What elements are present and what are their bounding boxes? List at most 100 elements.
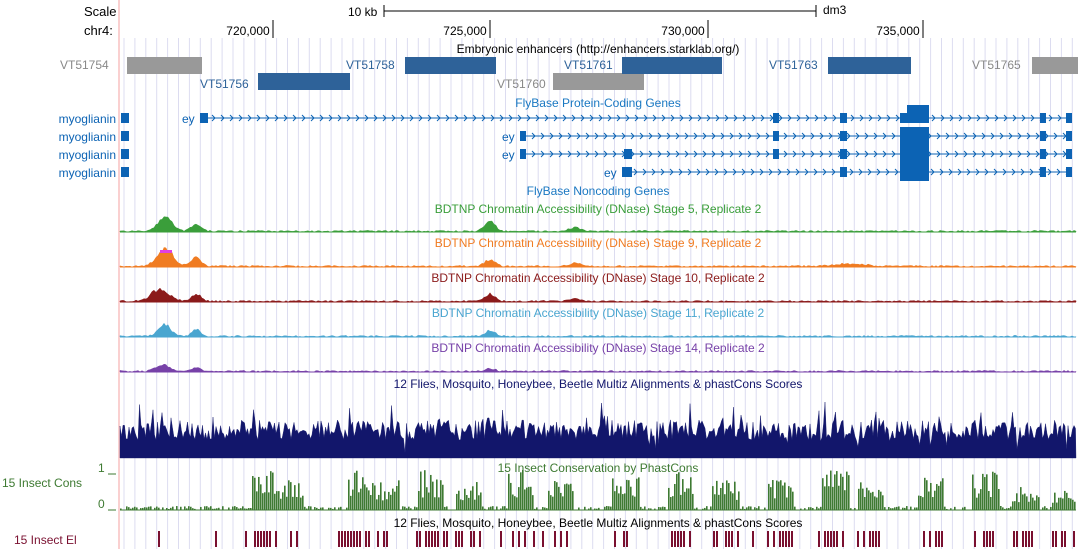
conserved-element [626, 531, 628, 547]
ruler-tick-730000: 730,000 [661, 24, 705, 38]
strand-arrow [801, 132, 806, 140]
gene-name-myoglianin-2[interactable]: myoglianin [58, 130, 116, 144]
gene-name-myoglianin-1[interactable]: myoglianin [58, 112, 116, 126]
strand-arrow [846, 150, 851, 158]
phastcons-bar [532, 495, 534, 510]
phastcons-bar [778, 481, 780, 510]
conserved-element [833, 531, 835, 547]
conserved-element [257, 531, 259, 547]
phastcons-bar [1018, 502, 1020, 510]
gene-name-myoglianin-4[interactable]: myoglianin [58, 166, 116, 180]
transcript-name-ey-4[interactable]: ey [604, 166, 617, 180]
phastcons-bar [378, 494, 380, 510]
ey-exon [520, 131, 526, 141]
phastcons-bar [916, 507, 918, 510]
phastcons-bar [740, 508, 742, 510]
dnase-stage14-title[interactable]: BDTNP Chromatin Accessibility (DNase) St… [431, 341, 765, 355]
phastcons-bar [428, 492, 430, 510]
phastcons-bar [166, 507, 168, 510]
dnase-stage11-title[interactable]: BDTNP Chromatin Accessibility (DNase) St… [431, 306, 765, 320]
strand-arrow [981, 132, 986, 140]
noncoding-track-title[interactable]: FlyBase Noncoding Genes [526, 184, 670, 198]
enhancer-label-vt51765[interactable]: VT51765 [972, 58, 1021, 72]
phastcons-bar [282, 492, 284, 510]
phastcons-side-label[interactable]: 15 Insect Cons [2, 476, 83, 490]
gene-name-myoglianin-3[interactable]: myoglianin [58, 148, 116, 162]
phastcons-bar [422, 497, 424, 510]
strand-arrow [1002, 168, 1007, 176]
transcript-name-ey-3[interactable]: ey [502, 148, 515, 162]
enhancer-label-vt51756[interactable]: VT51756 [200, 77, 249, 91]
myoglianin-exon [121, 167, 129, 177]
phastcons-bar [404, 506, 406, 510]
strand-arrow [549, 150, 554, 158]
phastcons-track-title[interactable]: 15 Insect Conservation by PhastCons [497, 461, 699, 475]
strand-arrow [939, 168, 944, 176]
strand-arrow [873, 150, 878, 158]
phastcons-bar [622, 494, 624, 510]
phastcons-bar [780, 480, 782, 510]
strand-arrow [589, 114, 594, 122]
phastcons-bar [322, 507, 324, 510]
genes-track-title[interactable]: FlyBase Protein-Coding Genes [515, 96, 681, 110]
multiz-track-title[interactable]: 12 Flies, Mosquito, Honeybee, Beetle Mul… [393, 377, 803, 391]
strand-arrow [706, 114, 711, 122]
strand-arrow [427, 114, 432, 122]
strand-arrow [540, 150, 545, 158]
conserved-element [266, 531, 268, 547]
enhancer-label-vt51763[interactable]: VT51763 [769, 58, 818, 72]
phastcons-bar [654, 508, 656, 510]
phastcons-bar [964, 506, 966, 510]
phastcons-bar [436, 479, 438, 510]
conserved-element [437, 531, 439, 547]
phastcons-bar [314, 507, 316, 510]
phastcons-bar [162, 507, 164, 510]
dnase-stage5-title[interactable]: BDTNP Chromatin Accessibility (DNase) St… [434, 202, 762, 216]
transcript-name-ey-2[interactable]: ey [502, 130, 515, 144]
phastcons-bar [710, 506, 712, 510]
transcript-name-ey-1[interactable]: ey [182, 112, 195, 126]
strand-arrow [684, 132, 689, 140]
phastcons-bar [522, 470, 524, 510]
enhancer-label-vt51761[interactable]: VT51761 [564, 58, 613, 72]
phastcons-bar [902, 507, 904, 510]
conserved-element [782, 531, 784, 547]
strand-arrow [702, 132, 707, 140]
enhancer-label-vt51760[interactable]: VT51760 [497, 77, 546, 91]
strand-arrow [729, 132, 734, 140]
conserved-element [368, 531, 370, 547]
strand-arrow [967, 114, 972, 122]
strand-arrow [855, 132, 860, 140]
enhancer-bar-vt51754 [127, 57, 202, 74]
phastcons-bar [634, 496, 636, 510]
phastcons-bar [474, 499, 476, 510]
conserved-element [554, 531, 556, 547]
dnase-stage10-title[interactable]: BDTNP Chromatin Accessibility (DNase) St… [431, 271, 765, 285]
phastcons-bar [132, 507, 134, 510]
enhancer-label-vt51758[interactable]: VT51758 [346, 58, 395, 72]
phastcons-bar [618, 493, 620, 510]
enhancer-label-vt51754[interactable]: VT51754 [60, 58, 109, 72]
strand-arrow [319, 114, 324, 122]
strand-arrow [693, 150, 698, 158]
strand-arrow [723, 168, 728, 176]
conserved-element [986, 531, 988, 547]
conserved-element [1055, 531, 1057, 547]
enhancer-bar-vt51763 [828, 57, 911, 74]
phastcons-bar [444, 506, 446, 510]
dnase-stage9-title[interactable]: BDTNP Chromatin Accessibility (DNase) St… [434, 236, 762, 250]
phastcons-bar [914, 507, 916, 510]
phastcons-bar [476, 482, 478, 510]
phastcons-bar [1012, 501, 1014, 510]
phastcons-bar [610, 506, 612, 510]
ey-exon [840, 113, 847, 123]
strand-arrow [720, 132, 725, 140]
enhancers-track-title[interactable]: Embryonic enhancers (http://enhancers.st… [456, 42, 740, 56]
elements-track-title[interactable]: 12 Flies, Mosquito, Honeybee, Beetle Mul… [393, 516, 803, 530]
elements-side-label[interactable]: 15 Insect El [14, 533, 77, 547]
phastcons-bar [212, 508, 214, 510]
phastcons-bar [284, 485, 286, 510]
phastcons-bar [674, 484, 676, 510]
